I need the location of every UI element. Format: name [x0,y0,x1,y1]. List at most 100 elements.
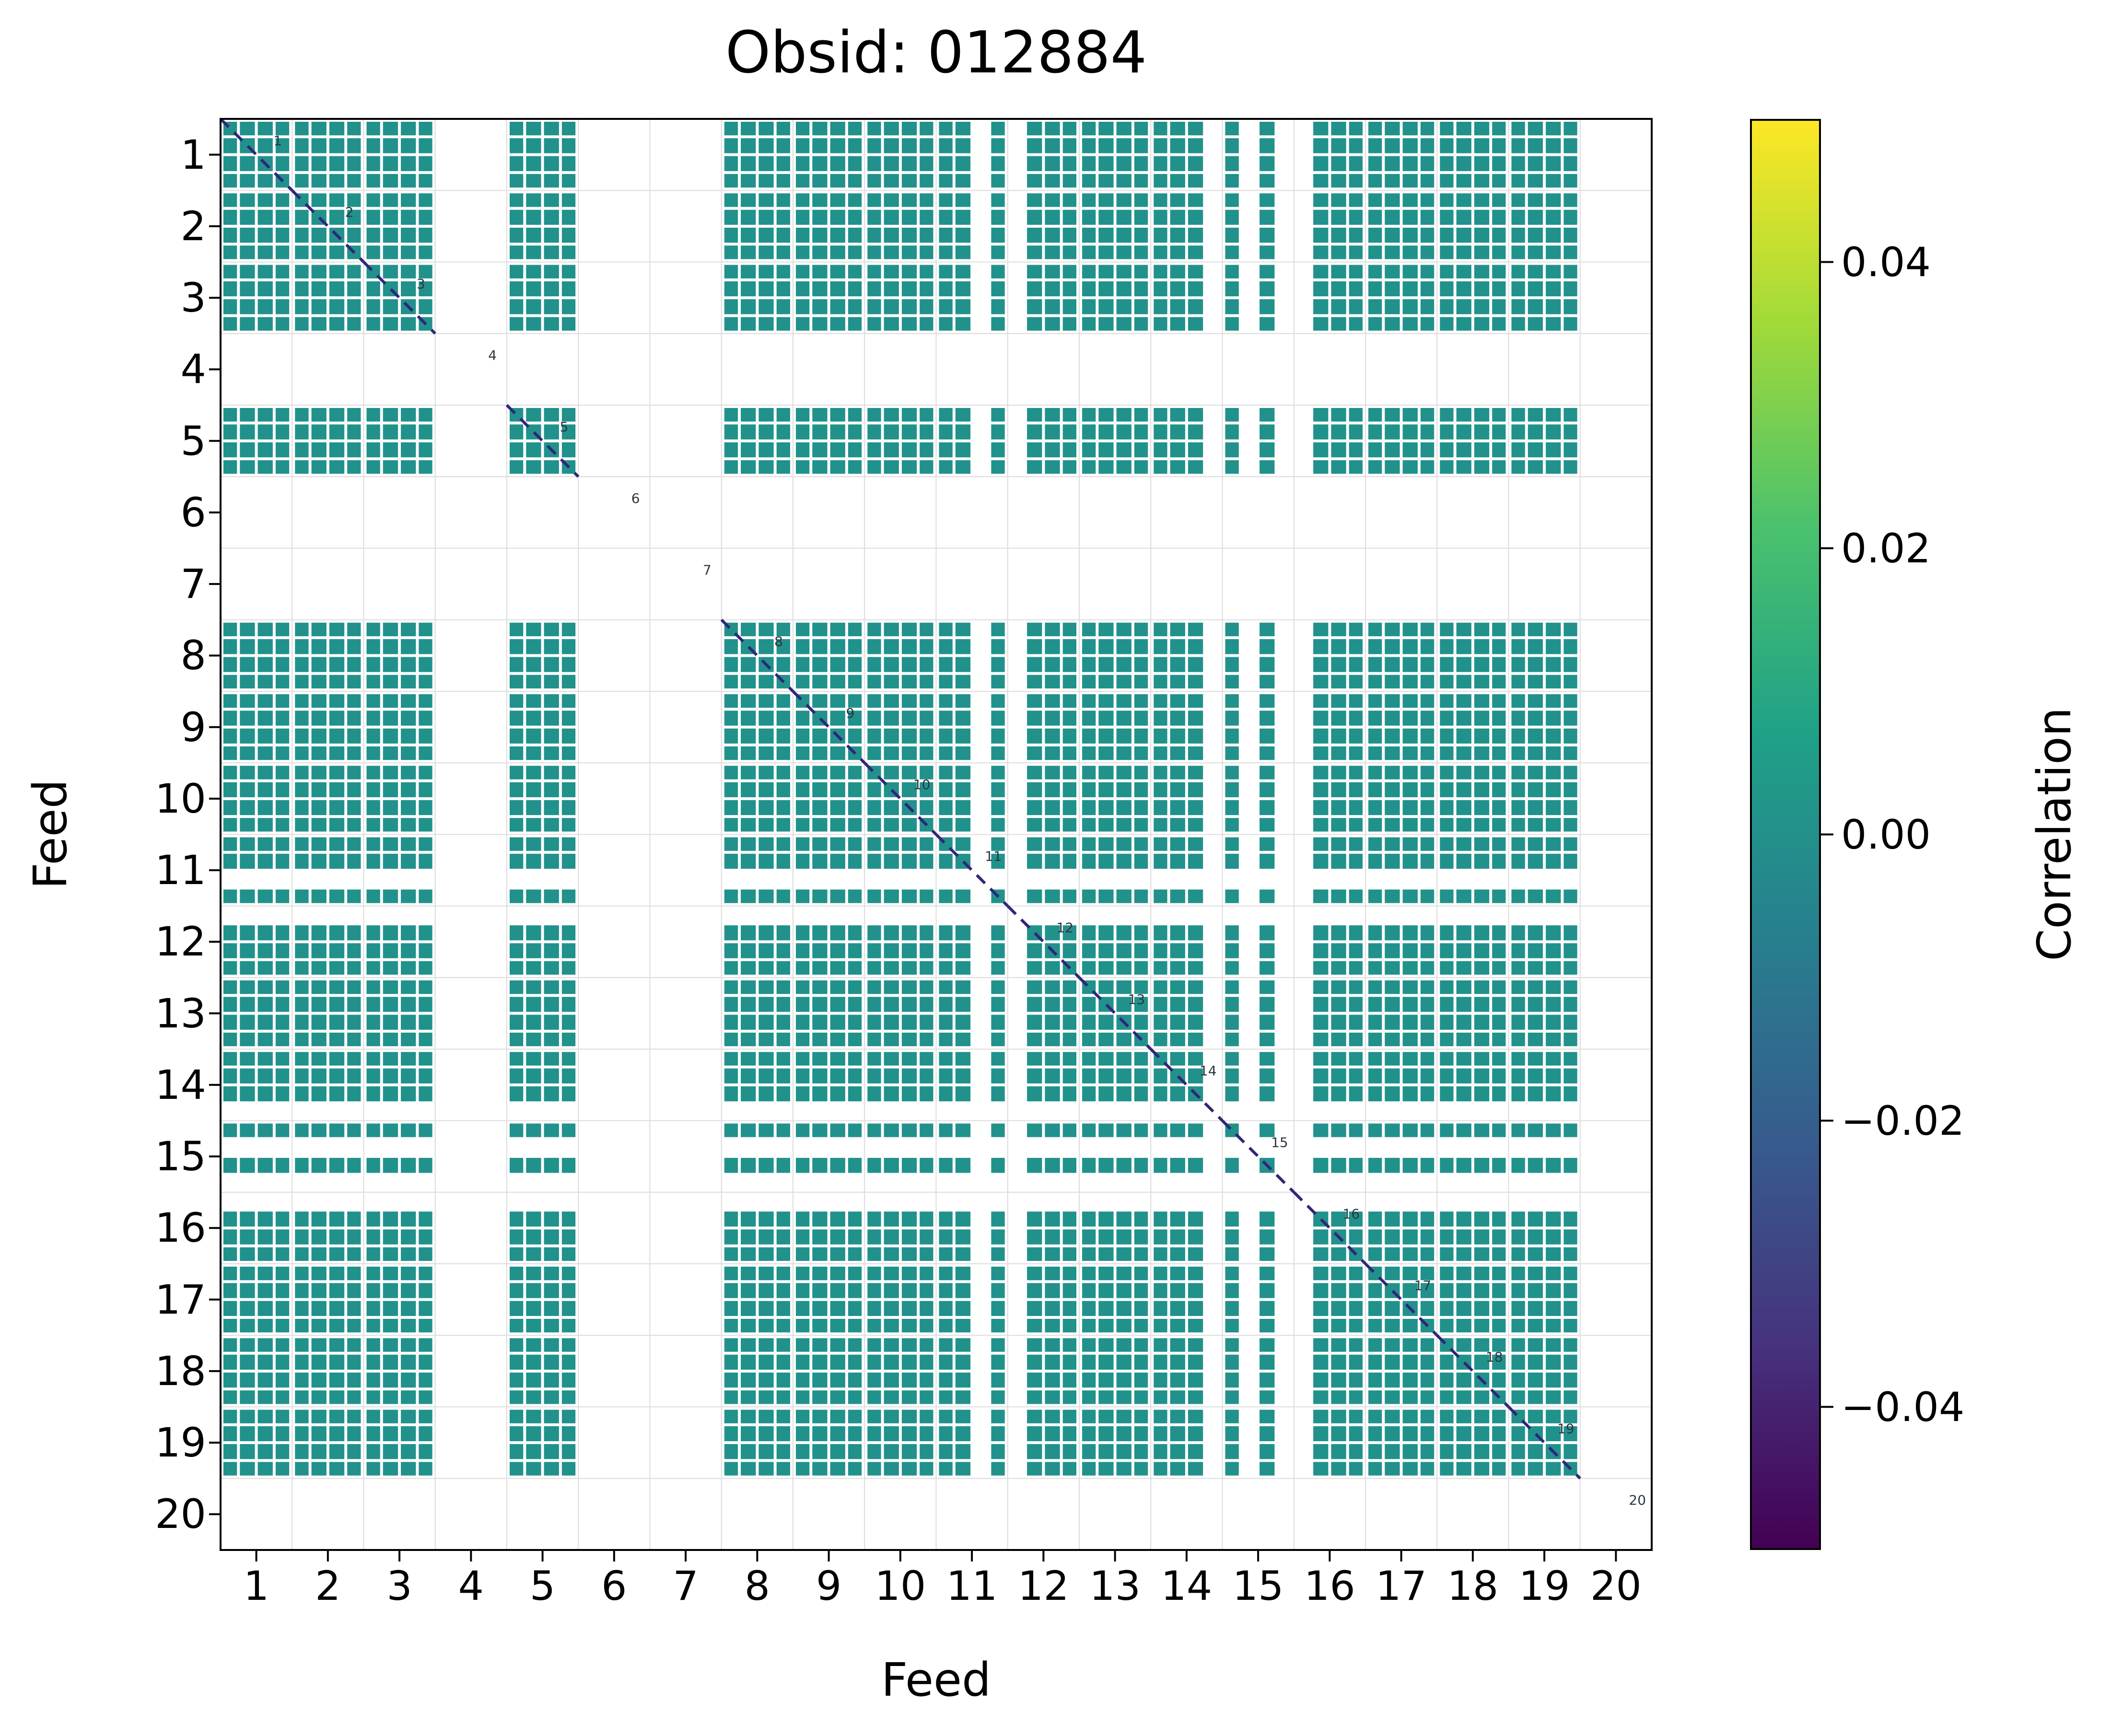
heatmap-cell [776,408,790,422]
heatmap-cell [1511,1212,1525,1227]
heatmap-cell [1402,1372,1418,1388]
heatmap-cell [1313,1267,1329,1281]
heatmap-cell [955,408,971,422]
heatmap-cell [561,766,576,780]
heatmap-cell [830,265,845,279]
heatmap-cell [741,675,756,688]
heatmap-cell [1492,818,1506,832]
heatmap-cell [1027,227,1042,243]
heatmap-cell [812,1338,828,1352]
heatmap-cell [1440,281,1454,297]
heatmap-cell [1098,818,1114,832]
heatmap-cell [867,997,881,1012]
heatmap-cell [830,408,845,422]
heatmap-cell [1402,853,1418,869]
heatmap-cell [1349,1390,1363,1404]
heatmap-cell [1474,675,1490,688]
heatmap-cell [1368,227,1382,243]
heatmap-cell [724,1338,738,1352]
diagonal-label: 17 [1414,1278,1432,1293]
heatmap-cell [1331,227,1346,243]
heatmap-cell [1154,961,1167,975]
heatmap-cell [901,299,917,315]
heatmap-cell [561,853,576,869]
diagonal-line [1150,1048,1224,1122]
heatmap-cell [1098,837,1114,851]
heatmap-cell [1474,138,1490,153]
heatmap-cell [347,299,361,315]
heatmap-cell [1188,1032,1203,1047]
heatmap-cell [1134,837,1148,851]
heatmap-cell [901,657,917,672]
heatmap-cell [1528,174,1543,188]
heatmap-cell [1368,174,1382,188]
heatmap-cell [526,138,541,153]
heatmap-cell [275,800,290,816]
heatmap-cell [275,1354,290,1370]
heatmap-cell [510,657,524,672]
heatmap-cell [1402,1229,1418,1245]
heatmap-cell [1402,1123,1418,1137]
heatmap-cell [240,728,255,744]
heatmap-cell [1474,980,1490,994]
heatmap-cell [812,782,828,797]
heatmap-cell [526,746,541,760]
heatmap-cell [1440,1032,1454,1047]
heatmap-cell [383,245,398,259]
heatmap-cell [901,317,917,331]
heatmap-cell [1313,997,1329,1012]
heatmap-cell [401,1229,416,1245]
heatmap-cell [920,675,933,688]
heatmap-cell [240,639,255,654]
heatmap-cell [1420,657,1435,672]
heatmap-cell [1440,1212,1454,1227]
heatmap-cell [1546,138,1561,153]
heatmap-cell [257,853,273,869]
heatmap-cell [1456,1052,1471,1066]
heatmap-cell [1402,1426,1418,1442]
heatmap-cell [1260,1301,1275,1316]
heatmap-cell [796,980,810,994]
heatmap-cell [1402,1318,1418,1333]
heatmap-cell [401,961,416,975]
heatmap-cell [383,460,398,474]
heatmap-cell [1116,408,1131,422]
heatmap-cell [1511,424,1525,440]
heatmap-cell [1116,1301,1131,1316]
heatmap-cell [240,317,255,331]
heatmap-cell [544,1444,559,1459]
heatmap-cell [991,1123,1005,1137]
heatmap-cell [1188,675,1203,688]
heatmap-cell [383,138,398,153]
heatmap-cell [867,122,881,136]
heatmap-cell [848,138,862,153]
heatmap-cell [1420,1123,1435,1137]
heatmap-cell [1456,1086,1471,1102]
heatmap-cell [796,1267,810,1281]
heatmap-cell [830,1068,845,1084]
heatmap-cell [1098,1318,1114,1333]
heatmap-cell [1313,889,1329,903]
heatmap-cell [311,1462,327,1476]
heatmap-cell [1134,1283,1148,1298]
heatmap-cell [275,782,290,797]
heatmap-cell [848,997,862,1012]
heatmap-cell [1225,1212,1239,1227]
heatmap-cell [776,1462,790,1476]
heatmap-cell [1546,711,1561,726]
heatmap-cell [1528,442,1543,457]
heatmap-cell [510,675,524,688]
heatmap-cell [257,837,273,851]
heatmap-cell [366,1283,380,1298]
heatmap-cell [295,657,309,672]
heatmap-cell [1528,1032,1543,1047]
heatmap-cell [419,156,432,171]
heatmap-cell [991,639,1005,654]
heatmap-cell [561,961,576,975]
heatmap-cell [347,943,361,958]
heatmap-cell [1331,1390,1346,1404]
heatmap-cell [812,853,828,869]
y-tick-label: 3 [180,274,206,322]
heatmap-cell [830,245,845,259]
heatmap-cell [240,1338,255,1352]
